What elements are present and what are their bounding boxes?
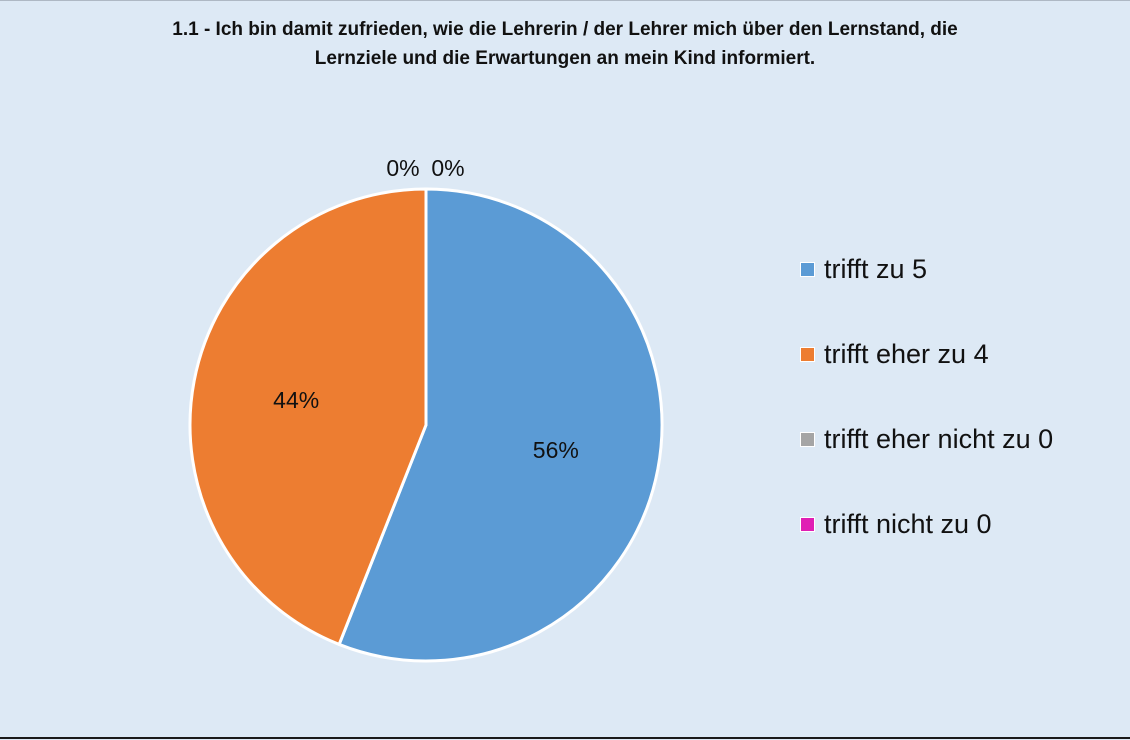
legend-item: trifft eher nicht zu 0	[800, 421, 1053, 457]
legend-swatch	[800, 516, 815, 532]
pie-slice	[337, 187, 664, 663]
data-label: 44%	[273, 387, 319, 413]
legend-item: trifft eher zu 4	[800, 336, 1053, 372]
legend-label: trifft eher nicht zu 0	[824, 423, 1054, 454]
chart-title-line-1: 1.1 - Ich bin damit zufrieden, wie die L…	[172, 19, 958, 40]
legend-label: trifft eher zu 4	[824, 338, 989, 369]
data-label: 0%	[386, 155, 419, 181]
chart-title: 1.1 - Ich bin damit zufrieden, wie die L…	[100, 15, 1030, 73]
chart-title-line-2: Lernziele und die Erwartungen an mein Ki…	[314, 48, 816, 69]
pie-slice	[188, 187, 428, 646]
legend-swatch	[800, 346, 815, 362]
data-label: 0%	[431, 155, 464, 181]
legend: trifft zu 5 trifft eher zu 4 trifft eher…	[800, 251, 1053, 591]
legend-label: trifft nicht zu 0	[824, 508, 992, 539]
legend-item: trifft zu 5	[800, 251, 1053, 287]
legend-label: trifft zu 5	[824, 253, 928, 284]
legend-item: trifft nicht zu 0	[800, 506, 1053, 542]
legend-swatch	[800, 261, 815, 277]
data-label: 56%	[533, 437, 579, 463]
legend-swatch	[800, 431, 815, 447]
